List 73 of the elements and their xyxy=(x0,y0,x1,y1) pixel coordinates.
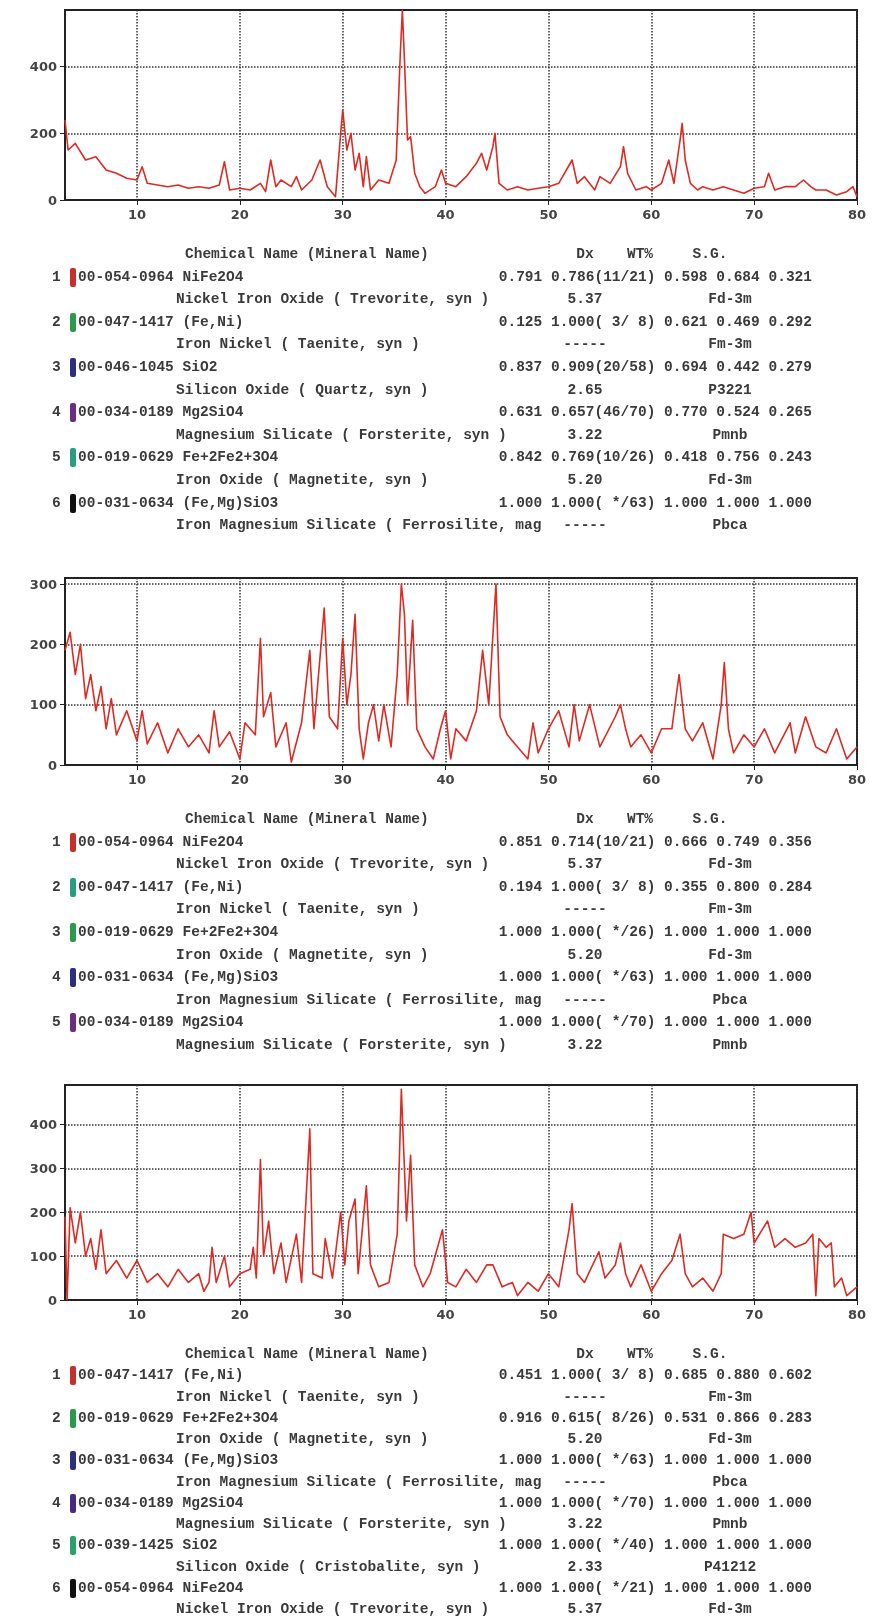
text: 4 00-034-0189 Mg2SiO4 1.000 1.000( */70) 1.000 1.000 1.000 xyxy=(52,1494,812,1511)
text: 1 00-054-0964 NiFe2O4 0.791 0.786(11/21) 0.598 0.684 0.321 xyxy=(52,268,812,285)
x-tick-label: 30 xyxy=(333,1307,352,1322)
x-tick-label: 70 xyxy=(745,207,764,222)
y-tick-label: 0 xyxy=(47,757,57,773)
x-tick-label: 20 xyxy=(230,207,249,222)
text: Nickel Iron Oxide ( Trevorite, syn ) 5.37 Fd-3m xyxy=(176,291,752,308)
x-tick-label: 10 xyxy=(127,1307,147,1322)
x-tick-label: 50 xyxy=(539,207,558,222)
text: 3 00-046-1045 SiO2 0.837 0.909(20/58) 0.694 0.442 0.279 xyxy=(52,359,812,375)
x-tick-label: 60 xyxy=(642,207,661,222)
text: 1 00-054-0964 NiFe2O4 0.851 0.714(10/21) 0.666 0.749 0.356 xyxy=(52,833,812,850)
x-tick-label: 30 xyxy=(333,772,352,787)
x-tick-label: 30 xyxy=(333,207,352,222)
text: Iron Magnesium Silicate ( Ferrosilite, mag ----- Pbca xyxy=(176,1473,748,1490)
y-tick-label: 0 xyxy=(47,192,57,208)
y-tick-label: 300 xyxy=(29,576,57,592)
text: 3 00-031-0634 (Fe,Mg)SiO3 1.000 1.000( */63) 1.000 1.000 1.000 xyxy=(52,1452,812,1469)
text: 1 00-047-1417 (Fe,Ni) 0.451 1.000( 3/ 8) 0.685 0.880 0.602 xyxy=(52,1367,812,1384)
y-tick-label: 400 xyxy=(29,1116,57,1132)
text: Iron Nickel ( Taenite, syn ) ----- Fm-3m xyxy=(176,1388,752,1405)
text: Iron Magnesium Silicate ( Ferrosilite, mag ----- Pbca xyxy=(176,517,748,534)
y-tick-label: 200 xyxy=(29,636,57,652)
text: 4 00-031-0634 (Fe,Mg)SiO3 1.000 1.000( */63) 1.000 1.000 1.000 xyxy=(52,969,812,986)
y-tick-label: 0 xyxy=(47,1292,57,1308)
text: Silicon Oxide ( Quartz, syn ) 2.65 P3221 xyxy=(176,381,752,398)
text: Magnesium Silicate ( Forsterite, syn ) 3.22 Pmnb xyxy=(176,426,748,443)
x-tick-label: 70 xyxy=(745,772,764,787)
x-tick-label: 80 xyxy=(847,772,867,787)
text: Iron Magnesium Silicate ( Ferrosilite, mag ----- Pbca xyxy=(176,991,748,1008)
x-tick-label: 20 xyxy=(230,1307,249,1322)
text: 6 00-054-0964 NiFe2O4 1.000 1.000( */21) 1.000 1.000 1.000 xyxy=(52,1579,812,1596)
y-tick-label: 200 xyxy=(29,1204,57,1220)
text: 5 00-034-0189 Mg2SiO4 1.000 1.000( */70) 1.000 1.000 1.000 xyxy=(52,1014,812,1031)
x-tick-label: 50 xyxy=(539,1307,558,1322)
x-tick-label: 70 xyxy=(745,1307,764,1322)
text: 5 00-019-0629 Fe+2Fe2+3O4 0.842 0.769(10/26) 0.418 0.756 0.243 xyxy=(52,449,812,466)
y-tick-label: 300 xyxy=(29,1160,57,1176)
text: Nickel Iron Oxide ( Trevorite, syn ) 5.37 Fd-3m xyxy=(176,1601,752,1617)
text: 2 00-047-1417 (Fe,Ni) 0.125 1.000( 3/ 8) 0.621 0.469 0.292 xyxy=(52,313,812,330)
text: Iron Oxide ( Magnetite, syn ) 5.20 Fd-3m xyxy=(176,472,752,488)
text: 2 00-019-0629 Fe+2Fe2+3O4 0.916 0.615( 8/26) 0.531 0.866 0.283 xyxy=(52,1409,812,1426)
y-tick-label: 100 xyxy=(29,697,57,713)
x-tick-label: 40 xyxy=(436,207,455,222)
x-tick-label: 60 xyxy=(642,1307,661,1322)
text: 3 00-019-0629 Fe+2Fe2+3O4 1.000 1.000( */26) 1.000 1.000 1.000 xyxy=(52,924,812,940)
text: Iron Oxide ( Magnetite, syn ) 5.20 Fd-3m xyxy=(176,1431,752,1447)
text: Silicon Oxide ( Cristobalite, syn ) 2.33 P41212 xyxy=(176,1558,757,1575)
text: Chemical Name (Mineral Name) Dx WT% S.G. xyxy=(185,1346,728,1362)
text: Chemical Name (Mineral Name) Dx WT% S.G. xyxy=(185,811,728,827)
x-tick-label: 40 xyxy=(436,1307,455,1322)
x-tick-label: 20 xyxy=(230,772,249,787)
text: Iron Nickel ( Taenite, syn ) ----- Fm-3m xyxy=(176,901,752,918)
text: 5 00-039-1425 SiO2 1.000 1.000( */40) 1.000 1.000 1.000 xyxy=(52,1537,812,1554)
text: Iron Oxide ( Magnetite, syn ) 5.20 Fd-3m xyxy=(176,946,752,963)
text: 2 00-047-1417 (Fe,Ni) 0.194 1.000( 3/ 8) 0.355 0.800 0.284 xyxy=(52,878,812,895)
text: Magnesium Silicate ( Forsterite, syn ) 3.22 Pmnb xyxy=(176,1516,748,1532)
x-tick-label: 10 xyxy=(127,207,147,222)
text: 4 00-034-0189 Mg2SiO4 0.631 0.657(46/70) 0.770 0.524 0.265 xyxy=(52,404,812,421)
y-tick-label: 400 xyxy=(29,59,57,75)
text: Magnesium Silicate ( Forsterite, syn ) 3.22 Pmnb xyxy=(176,1037,748,1053)
x-tick-label: 80 xyxy=(847,1307,867,1322)
x-tick-label: 10 xyxy=(127,772,147,787)
x-tick-label: 40 xyxy=(436,772,455,787)
text: Chemical Name (Mineral Name) Dx WT% S.G. xyxy=(185,246,728,262)
x-tick-label: 80 xyxy=(847,207,867,222)
text: 6 00-031-0634 (Fe,Mg)SiO3 1.000 1.000( */63) 1.000 1.000 1.000 xyxy=(52,494,812,511)
text: Nickel Iron Oxide ( Trevorite, syn ) 5.37 Fd-3m xyxy=(176,856,752,873)
y-tick-label: 200 xyxy=(29,125,57,141)
x-tick-label: 60 xyxy=(642,772,661,787)
x-tick-label: 50 xyxy=(539,772,558,787)
y-tick-label: 100 xyxy=(29,1248,57,1264)
text: Iron Nickel ( Taenite, syn ) ----- Fm-3m xyxy=(176,336,752,353)
